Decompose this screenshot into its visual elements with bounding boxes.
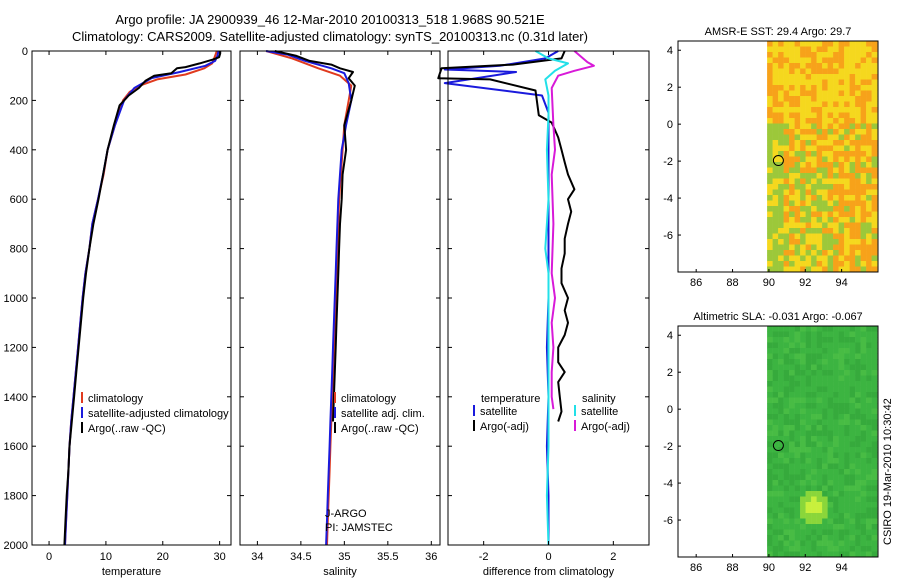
temperature-xtick-label: 30 xyxy=(214,551,226,563)
depth-tick-label: 1400 xyxy=(4,392,28,404)
sst_map-xtick-label: 92 xyxy=(799,277,811,289)
depth-tick-label: 0 xyxy=(22,46,28,58)
difference-legend-entry: satellite xyxy=(581,406,618,418)
difference-xtick-label: -2 xyxy=(479,551,489,563)
temperature-xlabel: temperature xyxy=(102,566,161,578)
depth-tick-label: 400 xyxy=(10,145,28,157)
salinity-series-line-0 xyxy=(265,50,353,546)
difference-xtick-label: 2 xyxy=(610,551,616,563)
sla_map-ytick-label: -2 xyxy=(663,441,673,453)
depth-tick-label: 2000 xyxy=(4,540,28,552)
sst_map-xtick-label: 90 xyxy=(763,277,775,289)
temperature-xtick-label: 20 xyxy=(157,551,169,563)
temperature-axes-frame xyxy=(31,50,232,546)
sla_map-argo-marker xyxy=(772,440,784,452)
sst_map-ytick-label: -6 xyxy=(663,230,673,242)
difference-legend-entry: Argo(-adj) xyxy=(480,421,529,433)
sst_map-xtick-label: 88 xyxy=(726,277,738,289)
figure-title-line1: Argo profile: JA 2900939_46 12-Mar-2010 … xyxy=(115,12,545,27)
difference-legend-entry: Argo(-adj) xyxy=(581,421,630,433)
temperature-profile-panel: 0 10 20 30 0 200 400 600 800 1000 1200 1400 1600 1800… xyxy=(4,46,232,578)
depth-tick-label: 800 xyxy=(10,244,28,256)
sst_map-xtick-label: 86 xyxy=(690,277,702,289)
salinity-xlabel: salinity xyxy=(323,566,357,578)
sla-map-panel: Altimetric SLA: -0.031 Argo: -0.067 86 88 9… xyxy=(663,311,879,574)
temperature-legend-entry: Argo(..raw -QC) xyxy=(88,423,166,435)
temperature-series-line-0 xyxy=(64,50,218,546)
salinity-annotation-pi: PI: JAMSTEC xyxy=(325,522,393,534)
temperature-legend-entry: satellite-adjusted climatology xyxy=(88,408,229,420)
sst_map-argo-marker xyxy=(772,155,784,167)
sst_map-data-grid xyxy=(767,41,878,273)
temperature-xtick-label: 10 xyxy=(100,551,112,563)
temperature-legend-entry: climatology xyxy=(88,393,144,405)
sla_map-data-grid xyxy=(767,326,878,558)
depth-tick-label: 600 xyxy=(10,194,28,206)
difference-profile-panel: -2 0 2 difference from climatology temperatu… xyxy=(437,50,650,578)
difference-legend-temperature-title: temperature xyxy=(481,393,540,405)
sla_map-xtick-label: 88 xyxy=(726,562,738,574)
salinity-series-line-2 xyxy=(274,50,356,422)
sla_map-xtick-label: 94 xyxy=(836,562,848,574)
salinity-xtick-label: 35 xyxy=(338,551,350,563)
temperature-series-line-1 xyxy=(64,50,220,546)
sla_map-axes-frame xyxy=(677,325,879,558)
depth-tick-label: 1000 xyxy=(4,293,28,305)
salinity-series-line-1 xyxy=(265,50,353,546)
sst-map-panel: AMSR-E SST: 29.4 Argo: 29.7 86 88 90 92 94 4 2 0… xyxy=(663,26,879,289)
sla_map-xtick-label: 92 xyxy=(799,562,811,574)
figure-title-line2: Climatology: CARS2009. Satellite-adjuste… xyxy=(72,29,588,44)
difference-series-line-0 xyxy=(443,50,559,545)
depth-tick-label: 200 xyxy=(10,95,28,107)
depth-tick-label: 1200 xyxy=(4,342,28,354)
difference-series-line-1 xyxy=(437,50,576,422)
depth-tick-label: 1600 xyxy=(4,441,28,453)
salinity-profile-panel: 34 34.5 35 35.5 36 salinity climatology satelli… xyxy=(239,50,441,578)
sst_map-ytick-label: 2 xyxy=(667,82,673,94)
salinity-annotation-program: J-ARGO xyxy=(325,508,367,520)
salinity-xtick-label: 35.5 xyxy=(377,551,398,563)
difference-xlabel: difference from climatology xyxy=(483,566,615,578)
difference-legend-entry: satellite xyxy=(480,406,517,418)
sla_map-xtick-label: 90 xyxy=(763,562,775,574)
salinity-legend-entry: satellite adj. clim. xyxy=(341,408,425,420)
difference-series-line-2 xyxy=(535,50,569,546)
sla_map-ytick-label: 0 xyxy=(667,404,673,416)
difference-series-line-3 xyxy=(550,50,595,410)
sst_map-title: AMSR-E SST: 29.4 Argo: 29.7 xyxy=(705,26,852,38)
timestamp-stamp: CSIRO 19-Mar-2010 10:30:42 xyxy=(882,398,894,545)
difference-legend-salinity-title: salinity xyxy=(582,393,616,405)
sst_map-ytick-label: 0 xyxy=(667,119,673,131)
sla_map-title: Altimetric SLA: -0.031 Argo: -0.067 xyxy=(693,311,862,323)
sla_map-xtick-label: 86 xyxy=(690,562,702,574)
salinity-xtick-label: 34.5 xyxy=(290,551,311,563)
sla_map-ytick-label: -6 xyxy=(663,515,673,527)
depth-tick-label: 1800 xyxy=(4,491,28,503)
temperature-xtick-label: 0 xyxy=(46,551,52,563)
temperature-series-line-2 xyxy=(63,51,222,546)
sst_map-ytick-label: -2 xyxy=(663,156,673,168)
sst_map-axes-frame xyxy=(677,40,879,273)
salinity-xtick-label: 36 xyxy=(425,551,437,563)
sst_map-xtick-label: 94 xyxy=(836,277,848,289)
sla_map-ytick-label: 2 xyxy=(667,367,673,379)
sst_map-ytick-label: 4 xyxy=(667,45,673,57)
sst_map-ytick-label: -4 xyxy=(663,193,673,205)
salinity-xtick-label: 34 xyxy=(251,551,263,563)
difference-xtick-label: 0 xyxy=(545,551,551,563)
sla_map-ytick-label: 4 xyxy=(667,330,673,342)
salinity-legend-entry: climatology xyxy=(341,393,397,405)
salinity-legend-entry: Argo(..raw -QC) xyxy=(341,423,419,435)
sla_map-ytick-label: -4 xyxy=(663,478,673,490)
salinity-axes-frame xyxy=(239,50,441,546)
